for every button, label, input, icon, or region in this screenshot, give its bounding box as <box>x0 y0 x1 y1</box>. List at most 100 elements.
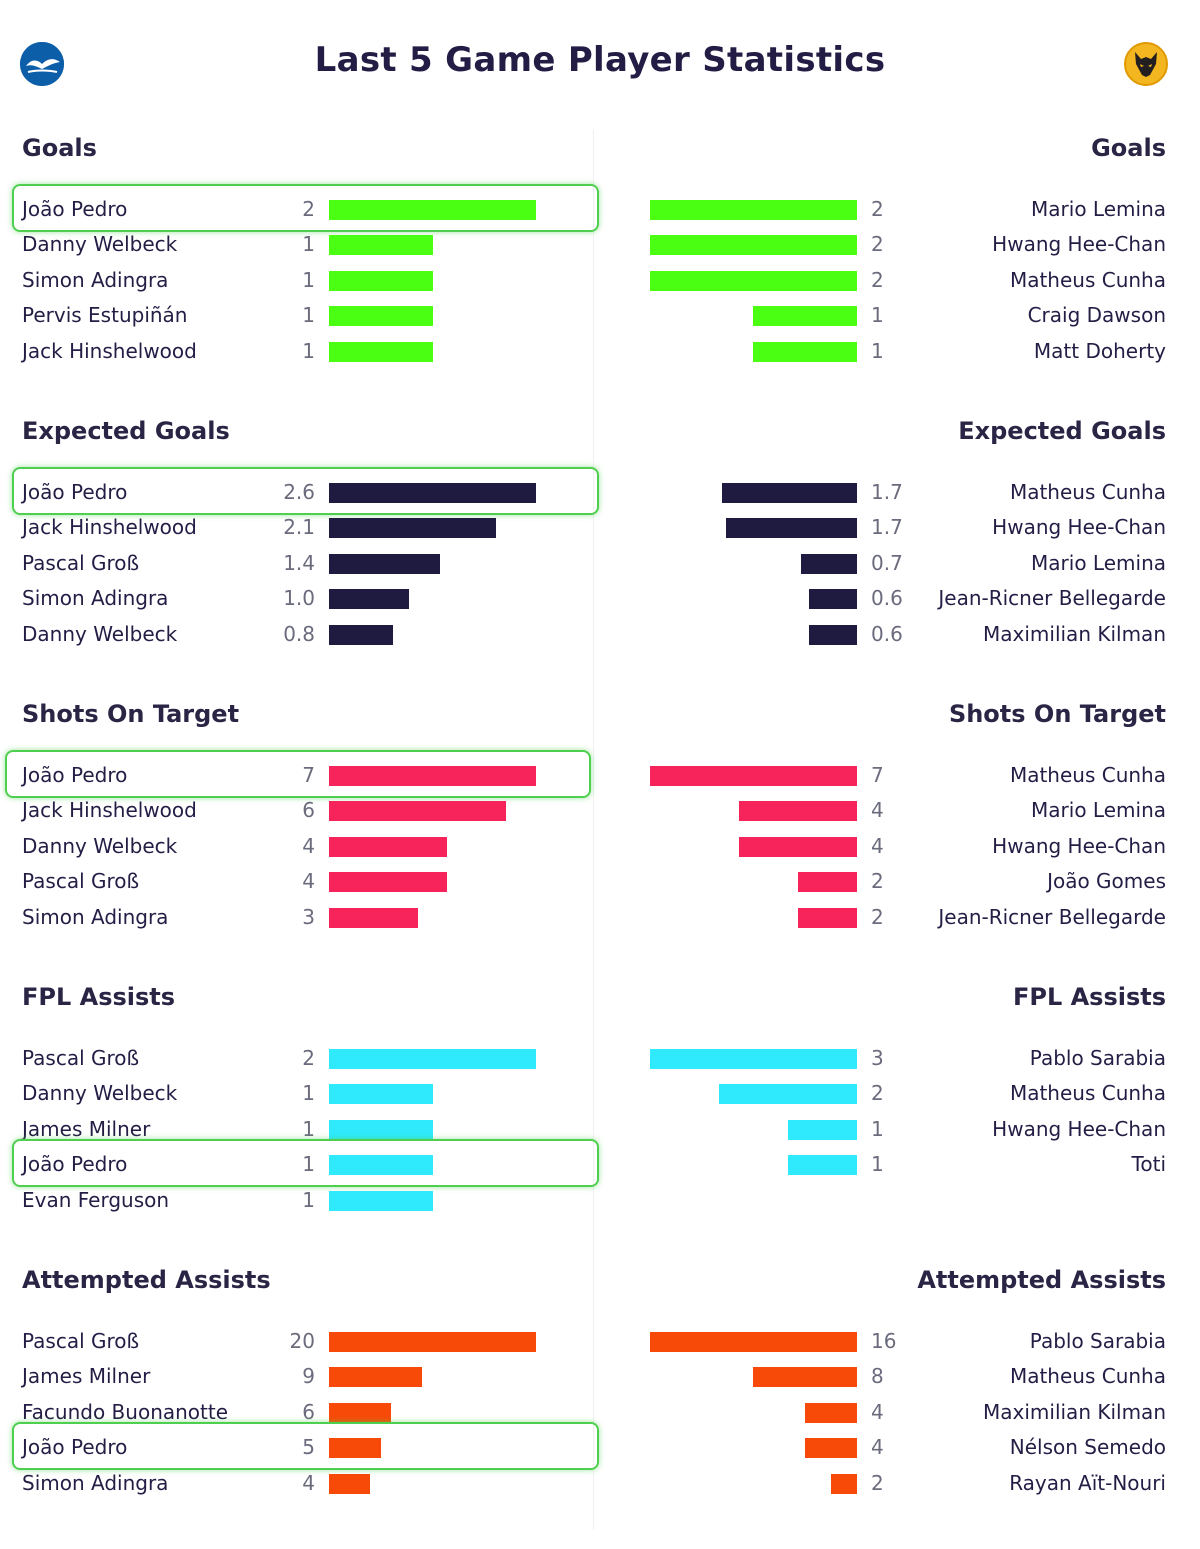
left-player-row: Simon Adingra 1.0 <box>0 583 593 618</box>
player-name: Matt Doherty <box>1033 339 1166 363</box>
left-player-row: Danny Welbeck 1 <box>0 1078 593 1113</box>
left-player-row: Facundo Buonanotte 6 <box>0 1397 593 1432</box>
center-divider <box>593 130 594 1530</box>
stat-bar <box>788 1120 857 1140</box>
stat-value: 2 <box>302 197 315 221</box>
stat-bar <box>722 483 857 503</box>
left-player-row: Jack Hinshelwood 1 <box>0 336 593 371</box>
stat-value: 4 <box>871 1400 884 1424</box>
stat-bar <box>329 801 506 821</box>
stat-bar <box>805 1438 857 1458</box>
player-name: Danny Welbeck <box>22 834 178 858</box>
stat-bar <box>650 200 857 220</box>
stat-value: 1 <box>302 303 315 327</box>
player-name: Facundo Buonanotte <box>22 1400 229 1424</box>
stat-value: 1 <box>302 1152 315 1176</box>
player-name: João Pedro <box>22 1435 128 1459</box>
left-player-row: Pascal Groß 1.4 <box>0 548 593 583</box>
stat-value: 1 <box>302 232 315 256</box>
player-name: Matheus Cunha <box>1009 1364 1166 1388</box>
left-player-row: James Milner 1 <box>0 1114 593 1149</box>
stat-bar <box>753 306 857 326</box>
right-player-row: João Gomes 2 <box>594 866 1200 901</box>
page-header: Last 5 Game Player Statistics <box>0 0 1200 130</box>
stat-bar <box>329 872 447 892</box>
stat-bar <box>650 1049 857 1069</box>
stat-value: 0.6 <box>871 586 903 610</box>
stat-value: 4 <box>871 798 884 822</box>
stat-bar <box>329 1474 370 1494</box>
right-section-title: Attempted Assists <box>917 1266 1166 1294</box>
stat-bar <box>809 589 857 609</box>
stat-value: 1 <box>871 303 884 327</box>
right-player-row: Hwang Hee-Chan 4 <box>594 831 1200 866</box>
stat-bar <box>719 1084 857 1104</box>
player-name: Maximilian Kilman <box>983 622 1166 646</box>
stat-value: 7 <box>871 763 884 787</box>
stat-bar <box>329 1120 433 1140</box>
stat-bar <box>329 342 433 362</box>
stat-value: 2 <box>871 232 884 256</box>
left-player-row: Simon Adingra 3 <box>0 902 593 937</box>
brighton-crest-icon <box>20 42 64 86</box>
left-section-title: Expected Goals <box>22 417 230 445</box>
player-name: Mario Lemina <box>1031 197 1166 221</box>
stat-bar <box>329 1367 422 1387</box>
section-expected-goals: Expected Goals João Pedro 2.6 Jack Hinshelw… <box>0 417 1200 700</box>
stat-value: 4 <box>302 1471 315 1495</box>
stat-bar <box>329 1084 433 1104</box>
left-section-title: FPL Assists <box>22 983 176 1011</box>
player-name: Pascal Groß <box>22 1329 140 1353</box>
left-section-title: Goals <box>22 134 97 162</box>
left-section-title: Shots On Target <box>22 700 240 728</box>
stat-bar <box>329 766 536 786</box>
right-player-row: Matheus Cunha 7 <box>594 760 1200 795</box>
right-player-row: Mario Lemina 0.7 <box>594 548 1200 583</box>
stat-bar <box>739 837 857 857</box>
stat-bar <box>329 1332 536 1352</box>
player-name: Rayan Aït-Nouri <box>1009 1471 1166 1495</box>
left-player-row: João Pedro 1 <box>0 1149 593 1184</box>
player-name: James Milner <box>22 1117 151 1141</box>
stat-bar <box>329 554 440 574</box>
player-name: Mario Lemina <box>1031 798 1166 822</box>
right-player-row: Nélson Semedo 4 <box>594 1432 1200 1467</box>
player-name: João Pedro <box>22 480 128 504</box>
player-name: Jean-Ricner Bellegarde <box>938 586 1166 610</box>
left-player-row: Simon Adingra 4 <box>0 1468 593 1503</box>
right-section-title: FPL Assists <box>1012 983 1166 1011</box>
stat-value: 1.7 <box>871 515 903 539</box>
stat-value: 0.6 <box>871 622 903 646</box>
player-name: Simon Adingra <box>22 586 169 610</box>
left-player-row: João Pedro 2 <box>0 194 593 229</box>
left-player-row: Pervis Estupiñán 1 <box>0 300 593 335</box>
left-player-row: Pascal Groß 2 <box>0 1043 593 1078</box>
stat-value: 1 <box>302 1188 315 1212</box>
player-name: Toti <box>1131 1152 1166 1176</box>
player-name: Hwang Hee-Chan <box>992 515 1166 539</box>
stat-value: 16 <box>871 1329 897 1353</box>
stat-value: 1.7 <box>871 480 903 504</box>
stat-value: 1 <box>871 1117 884 1141</box>
stat-bar <box>329 589 409 609</box>
stat-bar <box>831 1474 857 1494</box>
stat-bar <box>650 271 857 291</box>
stat-value: 3 <box>302 905 315 929</box>
stat-bar <box>329 1403 391 1423</box>
stat-bar <box>329 1155 433 1175</box>
left-player-row: Danny Welbeck 1 <box>0 229 593 264</box>
stat-bar <box>753 1367 857 1387</box>
right-player-row: Pablo Sarabia 3 <box>594 1043 1200 1078</box>
left-player-row: João Pedro 2.6 <box>0 477 593 512</box>
player-name: Matheus Cunha <box>1009 1081 1166 1105</box>
stat-bar <box>329 483 536 503</box>
stat-value: 2 <box>871 869 884 893</box>
left-player-row: Jack Hinshelwood 2.1 <box>0 512 593 547</box>
stat-bar <box>798 908 857 928</box>
stat-bar <box>329 235 433 255</box>
right-player-row: Hwang Hee-Chan 1.7 <box>594 512 1200 547</box>
right-player-row: Maximilian Kilman 4 <box>594 1397 1200 1432</box>
stat-value: 4 <box>302 834 315 858</box>
right-player-row: Mario Lemina 4 <box>594 795 1200 830</box>
stat-value: 6 <box>302 1400 315 1424</box>
